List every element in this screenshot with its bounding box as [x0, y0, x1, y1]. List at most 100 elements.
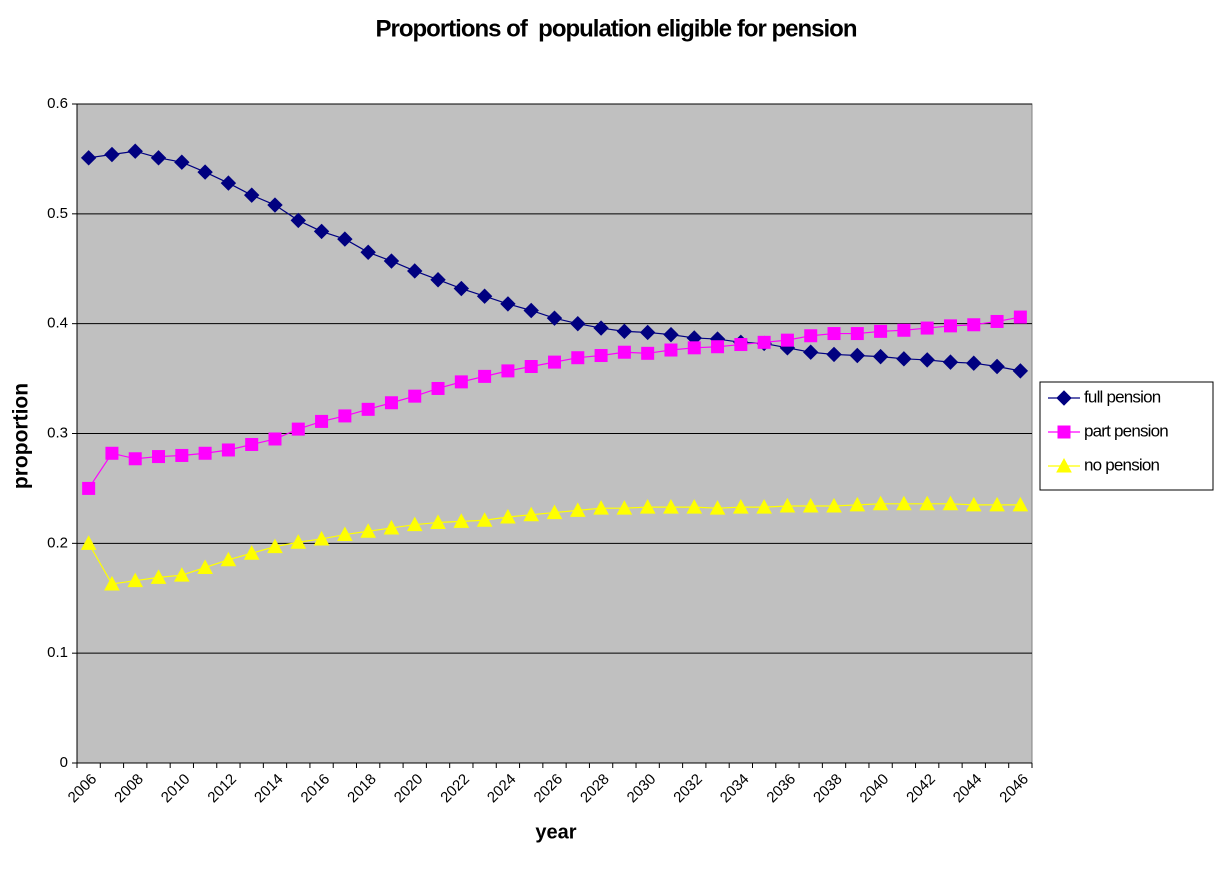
marker — [407, 263, 423, 279]
legend-label: full pension — [1084, 387, 1161, 406]
marker — [920, 321, 934, 335]
marker — [616, 323, 633, 340]
marker — [453, 513, 470, 528]
marker — [267, 197, 283, 213]
x-tick-label: 2040 — [857, 771, 893, 807]
marker — [313, 223, 330, 240]
x-tick-label: 2020 — [391, 771, 427, 807]
marker — [500, 296, 516, 312]
x-tick-label: 2032 — [670, 771, 706, 807]
x-tick-label: 2014 — [251, 771, 287, 807]
marker — [593, 500, 609, 515]
marker — [478, 369, 492, 383]
marker — [430, 272, 446, 288]
marker — [546, 310, 563, 326]
marker — [523, 302, 539, 319]
marker — [220, 175, 237, 191]
marker — [174, 154, 190, 170]
marker — [290, 534, 307, 549]
y-tick-label: 0.5 — [47, 205, 68, 222]
marker — [384, 396, 398, 410]
marker — [245, 437, 259, 451]
chart-title: Proportions of population eligible for p… — [376, 15, 857, 42]
marker — [80, 535, 97, 550]
x-tick-label: 2006 — [65, 771, 101, 807]
marker — [291, 422, 305, 436]
marker — [872, 495, 889, 511]
marker — [127, 572, 144, 588]
x-tick-label: 2034 — [717, 771, 753, 807]
marker — [897, 323, 911, 337]
marker — [104, 575, 120, 591]
marker — [570, 315, 586, 332]
marker — [571, 351, 585, 365]
marker — [197, 164, 213, 180]
x-tick-label: 2008 — [111, 771, 147, 807]
marker — [360, 244, 376, 260]
x-tick-label: 2010 — [158, 771, 194, 807]
marker — [896, 351, 912, 367]
marker — [686, 499, 703, 514]
legend-label: part pension — [1084, 421, 1168, 440]
marker — [966, 355, 982, 371]
marker — [150, 150, 167, 166]
marker — [197, 559, 213, 574]
marker — [989, 496, 1005, 512]
x-tick-label: 2028 — [577, 771, 613, 807]
x-tick-label: 2022 — [437, 771, 473, 807]
marker — [338, 409, 352, 423]
marker — [663, 499, 679, 514]
y-tick-label: 0.4 — [47, 315, 68, 332]
x-tick-label: 2046 — [996, 771, 1032, 807]
marker — [687, 341, 701, 355]
marker — [454, 375, 468, 389]
y-tick-label: 0 — [60, 754, 68, 771]
marker — [524, 360, 538, 374]
marker — [896, 495, 912, 511]
marker — [501, 364, 515, 378]
x-tick-label: 2018 — [344, 771, 380, 807]
marker — [780, 333, 794, 347]
marker — [804, 329, 818, 343]
marker — [175, 448, 189, 462]
x-tick-label: 2030 — [624, 771, 660, 807]
marker — [360, 523, 376, 538]
marker — [733, 499, 749, 514]
marker — [127, 143, 143, 159]
marker — [965, 496, 982, 512]
marker — [639, 324, 656, 341]
marker — [431, 381, 445, 395]
marker — [313, 530, 330, 546]
marker — [919, 495, 936, 511]
marker — [641, 346, 655, 360]
marker — [267, 538, 283, 554]
marker — [105, 446, 119, 460]
marker — [617, 345, 631, 359]
marker — [1056, 457, 1072, 473]
marker — [546, 504, 563, 520]
marker — [337, 231, 353, 247]
marker — [430, 514, 446, 529]
x-tick-label: 2038 — [810, 771, 846, 807]
marker — [453, 280, 470, 297]
x-axis-title: year — [535, 821, 576, 843]
marker — [919, 352, 935, 368]
marker — [1056, 390, 1072, 406]
marker — [803, 344, 819, 360]
marker — [664, 343, 678, 357]
marker — [128, 452, 142, 466]
marker — [756, 499, 772, 514]
marker — [663, 326, 679, 343]
marker — [942, 354, 959, 370]
marker — [850, 327, 864, 341]
marker — [569, 502, 586, 517]
marker — [500, 508, 516, 524]
y-tick-label: 0.2 — [47, 534, 68, 551]
legend-label: no pension — [1084, 455, 1160, 474]
marker — [943, 319, 957, 333]
marker — [361, 402, 375, 416]
y-tick-label: 0.6 — [47, 95, 68, 112]
x-tick-label: 2012 — [204, 771, 240, 807]
marker — [616, 500, 633, 515]
